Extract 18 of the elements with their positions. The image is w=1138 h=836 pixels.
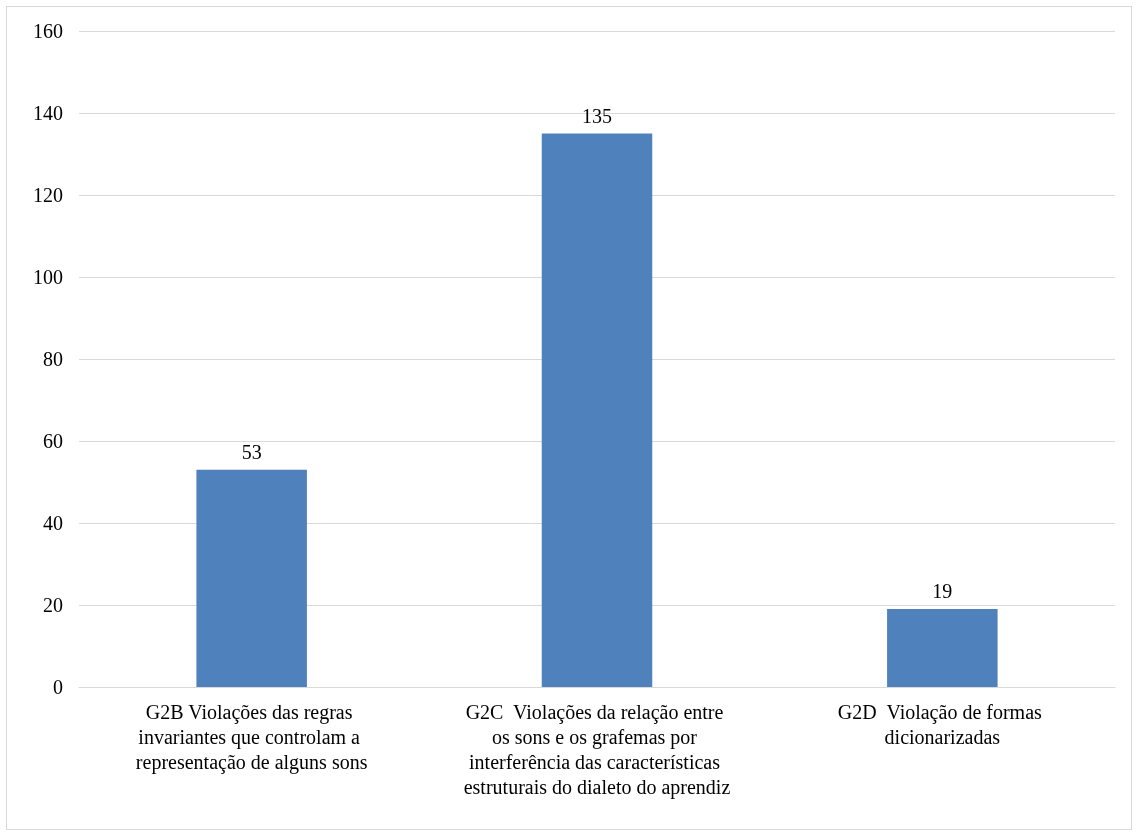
y-tick-label: 80 xyxy=(43,348,63,370)
data-label: 135 xyxy=(582,104,612,127)
data-label: 19 xyxy=(932,580,953,603)
x-tick-label: G2B Violações das regras invariantes que controlam a representação de alguns sons xyxy=(135,700,368,774)
y-tick-label: 140 xyxy=(33,102,63,124)
y-tick-label: 160 xyxy=(33,20,63,42)
y-tick-label: 20 xyxy=(43,594,63,616)
y-tick-label: 120 xyxy=(33,184,63,206)
y-tick-label: 60 xyxy=(43,430,63,452)
bar xyxy=(541,133,653,687)
x-tick-label: G2D Violação de formas dicionarizadas xyxy=(837,700,1047,748)
x-tick-label: G2C Violações da relação entre os sons e os grafemas por interferência das características estruturais do dialeto do aprendiz xyxy=(463,700,731,799)
data-label: 53 xyxy=(241,440,262,463)
y-tick-label: 0 xyxy=(53,676,63,698)
bar xyxy=(887,609,998,687)
y-tick-label: 100 xyxy=(33,266,63,288)
y-tick-label: 40 xyxy=(43,512,63,534)
bar xyxy=(196,469,307,687)
